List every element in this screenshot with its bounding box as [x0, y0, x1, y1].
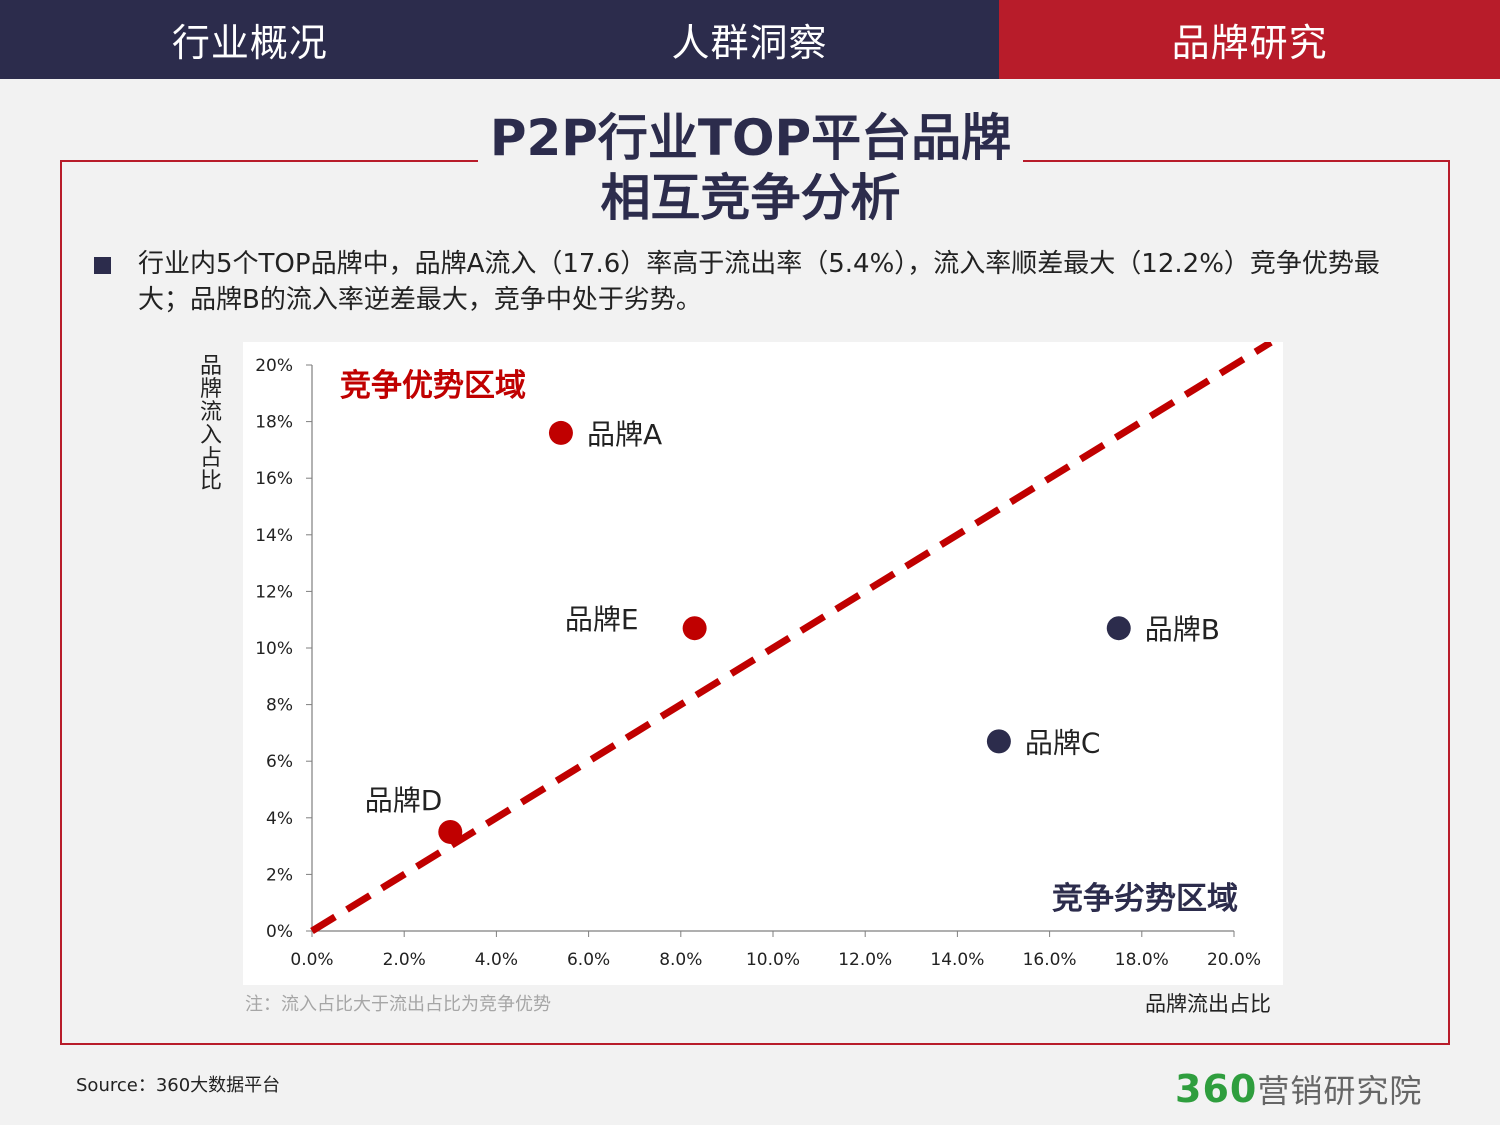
- x-tick-label: 8.0%: [659, 950, 702, 970]
- data-point-label: 品牌D: [365, 784, 443, 817]
- data-point-marker: [438, 819, 463, 844]
- y-tick-label: 8%: [266, 696, 293, 716]
- scatter-chart-svg: 0.0% 2.0% 4.0% 6.0% 8.0% 10.0% 12.0% 14.0% 16.0%…: [243, 339, 1283, 985]
- x-axis-title: 品牌流出占比: [1145, 992, 1271, 1016]
- page-title: P2P行业TOP平台品牌 相互竞争分析: [478, 108, 1023, 234]
- reference-diagonal-line: [310, 339, 1273, 934]
- data-point-marker: [682, 616, 707, 641]
- y-tick-label: 16%: [255, 469, 293, 489]
- scatter-chart: 0.0% 2.0% 4.0% 6.0% 8.0% 10.0% 12.0% 14.0% 16.0%…: [243, 339, 1283, 985]
- plot-background: [243, 342, 1283, 985]
- page-title-line1: P2P行业TOP平台品牌: [489, 109, 1012, 167]
- x-tick-label: 14.0%: [930, 950, 984, 970]
- summary-bullet-text: 行业内5个TOP品牌中，品牌A流入（17.6）率高于流出率（5.4%），流入率顺…: [138, 249, 1380, 315]
- brand-logo: 360营销研究院: [1175, 1066, 1422, 1112]
- y-tick-label: 6%: [266, 752, 293, 772]
- data-point-label: 品牌C: [1025, 726, 1101, 759]
- x-tick-label: 20.0%: [1207, 950, 1261, 970]
- x-tick-label: 2.0%: [383, 950, 426, 970]
- annotation-advantage-zone: 竞争优势区域: [340, 368, 526, 404]
- y-tick-label: 0%: [266, 922, 293, 942]
- tab-industry-overview[interactable]: 行业概况: [0, 0, 500, 79]
- reference-line-group: [310, 339, 1273, 934]
- data-point-label: 品牌E: [565, 603, 639, 636]
- data-point-marker: [548, 420, 573, 445]
- data-points: 品牌A 品牌B 品牌C 品牌D 品牌E: [365, 418, 1220, 844]
- chart-note: 注：流入占比大于流出占比为竞争优势: [245, 994, 551, 1015]
- y-tick-label: 14%: [255, 526, 293, 546]
- annotation-disadvantage-zone: 竞争劣势区域: [1052, 881, 1238, 917]
- tab-audience-insight[interactable]: 人群洞察: [499, 0, 1000, 79]
- y-tick-label: 2%: [266, 865, 293, 885]
- y-tick-label: 4%: [266, 809, 293, 829]
- x-tick-label: 0.0%: [290, 950, 333, 970]
- source-text: Source：360大数据平台: [76, 1075, 281, 1096]
- y-axis-title: 品牌流入占比: [199, 354, 222, 494]
- x-tick-label: 6.0%: [567, 950, 610, 970]
- bullet-square-icon: [94, 257, 111, 274]
- data-point-label: 品牌A: [587, 418, 662, 451]
- axes: 0.0% 2.0% 4.0% 6.0% 8.0% 10.0% 12.0% 14.0% 16.0%…: [255, 356, 1261, 970]
- y-tick-label: 18%: [255, 413, 293, 433]
- y-tick-label: 12%: [255, 582, 293, 602]
- data-point-label: 品牌B: [1145, 613, 1220, 646]
- x-tick-label: 16.0%: [1023, 950, 1077, 970]
- x-tick-label: 10.0%: [746, 950, 800, 970]
- x-tick-label: 4.0%: [475, 950, 518, 970]
- logo-number: 360: [1175, 1067, 1258, 1111]
- logo-name: 营销研究院: [1257, 1072, 1423, 1110]
- data-point-marker: [1106, 616, 1131, 641]
- x-tick-label: 18.0%: [1115, 950, 1169, 970]
- x-tick-label: 12.0%: [838, 950, 892, 970]
- y-tick-label: 20%: [255, 356, 293, 376]
- data-point-marker: [986, 729, 1011, 754]
- page-title-line2: 相互竞争分析: [600, 169, 901, 227]
- tab-brand-research[interactable]: 品牌研究: [999, 0, 1500, 79]
- y-tick-label: 10%: [255, 639, 293, 659]
- top-navigation: 行业概况 人群洞察 品牌研究: [0, 0, 1500, 79]
